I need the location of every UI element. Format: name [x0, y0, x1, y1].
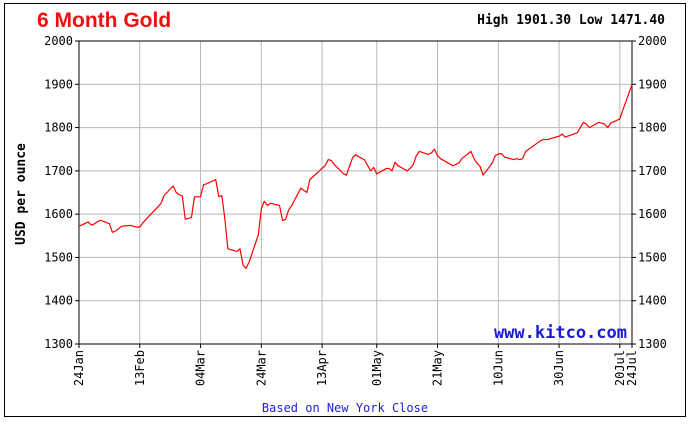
- y-tick-label: 1400: [638, 294, 667, 308]
- x-tick-label: 01May: [370, 350, 384, 386]
- x-tick-label: 20Jul: [613, 350, 627, 386]
- x-tick-label: 10Jun: [491, 350, 505, 386]
- x-tick-label: 24Jul: [625, 350, 639, 386]
- y-tick-labels-left: 1300 1400 1500 1600 1700 1800 1900 2000: [44, 34, 73, 351]
- gold-price-chart: 6 Month Gold High 1901.30 Low 1471.40 US…: [14, 9, 667, 415]
- x-tick-label: 04Mar: [194, 350, 208, 386]
- y-tick-label: 1500: [638, 250, 667, 264]
- y-axis-label: USD per ounce: [14, 143, 29, 245]
- y-tick-label: 1900: [44, 77, 73, 91]
- gridlines: [78, 40, 633, 345]
- gold-price-line: [78, 84, 633, 269]
- y-tick-label: 2000: [638, 34, 667, 48]
- y-tick-label: 1400: [44, 294, 73, 308]
- high-low-readout: High 1901.30 Low 1471.40: [477, 13, 665, 28]
- axes: [75, 40, 636, 348]
- plot-border: [78, 40, 633, 345]
- y-tick-label: 1700: [638, 164, 667, 178]
- y-tick-label: 1800: [638, 121, 667, 135]
- y-tick-label: 1900: [638, 77, 667, 91]
- x-tick-label: 24Jan: [72, 350, 86, 386]
- y-tick-label: 1300: [44, 337, 73, 351]
- x-tick-label: 13Feb: [133, 350, 147, 386]
- y-tick-labels-right: 1300 1400 1500 1600 1700 1800 1900 2000: [638, 34, 667, 351]
- y-tick-label: 1600: [44, 207, 73, 221]
- y-tick-label: 1300: [638, 337, 667, 351]
- y-tick-label: 2000: [44, 34, 73, 48]
- x-tick-label: 21May: [431, 350, 445, 386]
- x-tick-label: 30Jun: [552, 350, 566, 386]
- based-on-note: Based on New York Close: [262, 401, 428, 415]
- x-tick-label: 24Mar: [254, 350, 268, 386]
- x-tick-labels: 24Jan 13Feb 04Mar 24Mar 13Apr 01May 21May 10Jun…: [72, 350, 639, 386]
- y-tick-label: 1500: [44, 250, 73, 264]
- x-tick-label: 13Apr: [315, 350, 329, 386]
- chart-title: 6 Month Gold: [37, 9, 171, 32]
- y-tick-label: 1800: [44, 121, 73, 135]
- chart-frame: 6 Month Gold High 1901.30 Low 1471.40 US…: [4, 3, 686, 417]
- kitco-watermark: www.kitco.com: [494, 323, 627, 343]
- y-tick-label: 1600: [638, 207, 667, 221]
- y-tick-label: 1700: [44, 164, 73, 178]
